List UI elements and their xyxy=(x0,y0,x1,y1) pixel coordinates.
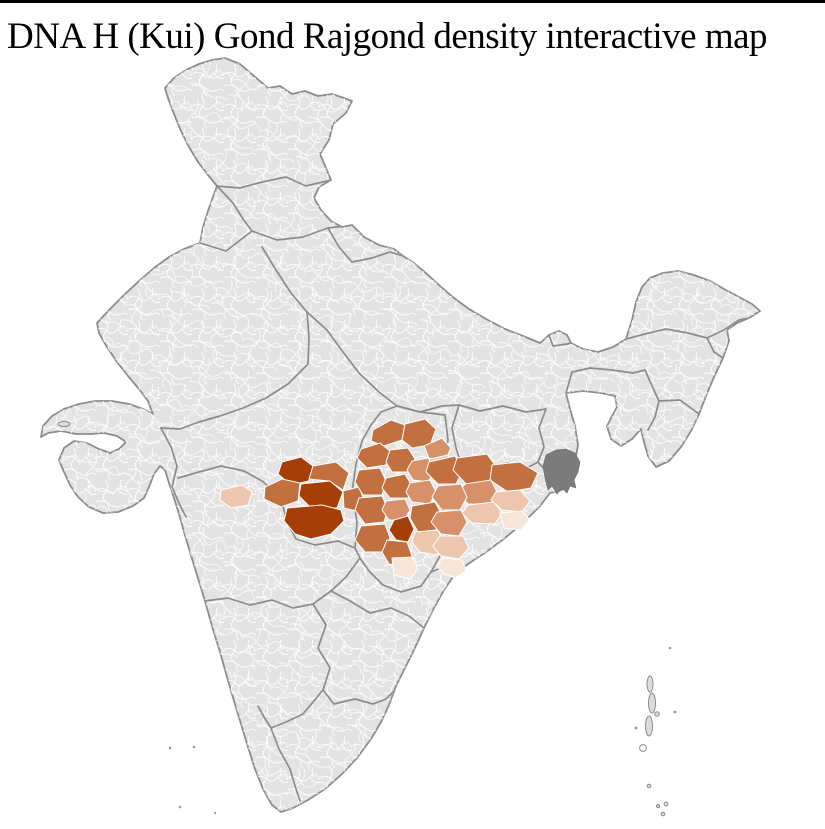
andaman-nicobar-islands[interactable] xyxy=(634,646,677,817)
district-region[interactable] xyxy=(219,484,253,509)
district-region[interactable] xyxy=(381,473,413,499)
district-region[interactable] xyxy=(308,461,350,491)
sundarbans-marsh[interactable] xyxy=(542,448,581,495)
gujarat-islet[interactable] xyxy=(57,421,71,427)
district-region[interactable] xyxy=(436,557,467,579)
district-region[interactable] xyxy=(298,480,344,509)
lakshadweep-islands[interactable] xyxy=(168,745,217,815)
district-region[interactable] xyxy=(405,479,437,505)
district-region[interactable] xyxy=(432,535,470,560)
page-title: DNA H (Kui) Gond Rajgond density interac… xyxy=(7,16,768,57)
top-border xyxy=(0,0,825,3)
district-region[interactable] xyxy=(277,456,314,486)
district-region[interactable] xyxy=(354,467,387,496)
district-region[interactable] xyxy=(263,478,301,508)
district-region[interactable] xyxy=(388,515,415,543)
density-districts xyxy=(219,418,539,580)
district-region[interactable] xyxy=(354,495,389,525)
district-region[interactable] xyxy=(356,442,391,469)
district-region[interactable] xyxy=(283,504,345,540)
district-region[interactable] xyxy=(391,556,419,580)
district-region[interactable] xyxy=(499,510,531,531)
